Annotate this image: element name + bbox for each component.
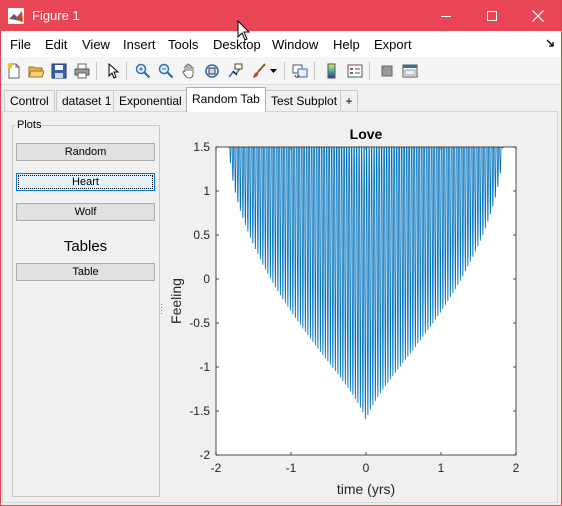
maximize-icon: [487, 11, 497, 21]
heart-button[interactable]: Heart: [16, 173, 155, 191]
rotate-3d-icon[interactable]: [202, 61, 222, 81]
menu-view[interactable]: View: [82, 37, 110, 52]
colorbar-icon[interactable]: [322, 61, 342, 81]
add-tab-button[interactable]: +: [340, 90, 358, 111]
toolbar-separator: [284, 62, 285, 80]
toolbar-separator: [96, 62, 97, 80]
toolbar-separator: [126, 62, 127, 80]
y-tick-label: -0.5: [189, 316, 210, 330]
tab-control[interactable]: Control: [4, 90, 55, 111]
show-plot-tools-icon[interactable]: [400, 61, 420, 81]
x-tick-label: 2: [513, 461, 520, 475]
title-bar[interactable]: Figure 1: [1, 1, 561, 31]
tab-test-subplot[interactable]: Test Subplot: [265, 90, 344, 111]
open-file-icon[interactable]: [26, 61, 46, 81]
close-icon: [532, 10, 544, 22]
toolbar-separator: [314, 62, 315, 80]
tab-exponential[interactable]: Exponential: [113, 90, 188, 111]
close-button[interactable]: [515, 1, 561, 31]
y-tick-label: 1.5: [193, 140, 210, 154]
data-cursor-icon[interactable]: [225, 61, 245, 81]
tab-random-tab[interactable]: Random Tab: [186, 87, 266, 112]
print-icon[interactable]: [72, 61, 92, 81]
x-axis-label: time (yrs): [337, 481, 395, 497]
x-tick-label: -2: [211, 461, 222, 475]
y-tick-label: 1: [203, 184, 210, 198]
toolbar-separator: [369, 62, 370, 80]
hide-plot-tools-icon[interactable]: [377, 61, 397, 81]
tab-bar: Control dataset 1 Exponential Random Tab…: [1, 87, 561, 112]
splitter-handle[interactable]: [160, 304, 163, 314]
maximize-button[interactable]: [469, 1, 515, 31]
dock-arrow-icon[interactable]: [546, 39, 555, 48]
tab-dataset-1[interactable]: dataset 1: [56, 90, 118, 111]
x-tick-label: -1: [286, 461, 297, 475]
menu-insert[interactable]: Insert: [123, 37, 156, 52]
x-tick-label: 1: [438, 461, 445, 475]
brush-icon[interactable]: [249, 61, 269, 81]
menu-window[interactable]: Window: [272, 37, 319, 52]
heart-line-series[interactable]: [216, 71, 516, 420]
brush-dropdown-icon[interactable]: [267, 61, 279, 81]
y-axis-label: Feeling: [168, 278, 184, 324]
menu-bar: File Edit View Insert Tools Desktop Wind…: [1, 31, 561, 57]
table-button[interactable]: Table: [16, 263, 155, 281]
pan-icon[interactable]: [179, 61, 199, 81]
zoom-in-icon[interactable]: [133, 61, 153, 81]
menu-file[interactable]: File: [10, 37, 31, 52]
tables-label: Tables: [63, 238, 108, 255]
y-ticks: 1.5 1 0.5 0 -0.5 -1 -1.5 -2: [189, 140, 516, 462]
x-tick-label: 0: [363, 461, 370, 475]
legend-icon[interactable]: [345, 61, 365, 81]
wolf-button[interactable]: Wolf: [16, 203, 155, 221]
pointer-icon[interactable]: [103, 61, 123, 81]
y-tick-label: 0.5: [193, 228, 210, 242]
menu-edit[interactable]: Edit: [45, 37, 68, 52]
y-tick-label: -1.5: [189, 404, 210, 418]
y-tick-label: 0: [203, 272, 210, 286]
minimize-button[interactable]: [423, 1, 469, 31]
zoom-out-icon[interactable]: [156, 61, 176, 81]
menu-desktop[interactable]: Desktop: [213, 37, 261, 52]
y-tick-label: -1: [199, 360, 210, 374]
new-figure-icon[interactable]: [4, 61, 24, 81]
menu-export[interactable]: Export: [374, 37, 412, 52]
plots-panel: [12, 125, 160, 497]
random-button[interactable]: Random: [16, 143, 155, 161]
link-plot-icon[interactable]: [290, 61, 310, 81]
matlab-icon: [8, 8, 24, 24]
window-title: Figure 1: [32, 8, 80, 23]
mouse-cursor-icon: [237, 20, 251, 41]
panel-title: Plots: [15, 119, 44, 131]
save-icon[interactable]: [49, 61, 69, 81]
menu-help[interactable]: Help: [333, 37, 360, 52]
figure-toolbar: [1, 57, 561, 85]
menu-tools[interactable]: Tools: [168, 37, 199, 52]
chart-title: Love: [350, 126, 383, 142]
y-tick-label: -2: [199, 448, 210, 462]
x-ticks: -2 -1 0 1 2: [211, 147, 520, 475]
minimize-icon: [441, 16, 451, 17]
